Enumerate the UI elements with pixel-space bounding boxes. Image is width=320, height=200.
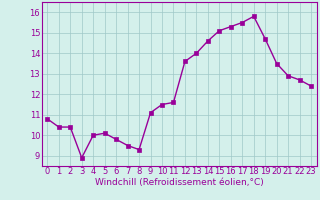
X-axis label: Windchill (Refroidissement éolien,°C): Windchill (Refroidissement éolien,°C) [95,178,264,187]
